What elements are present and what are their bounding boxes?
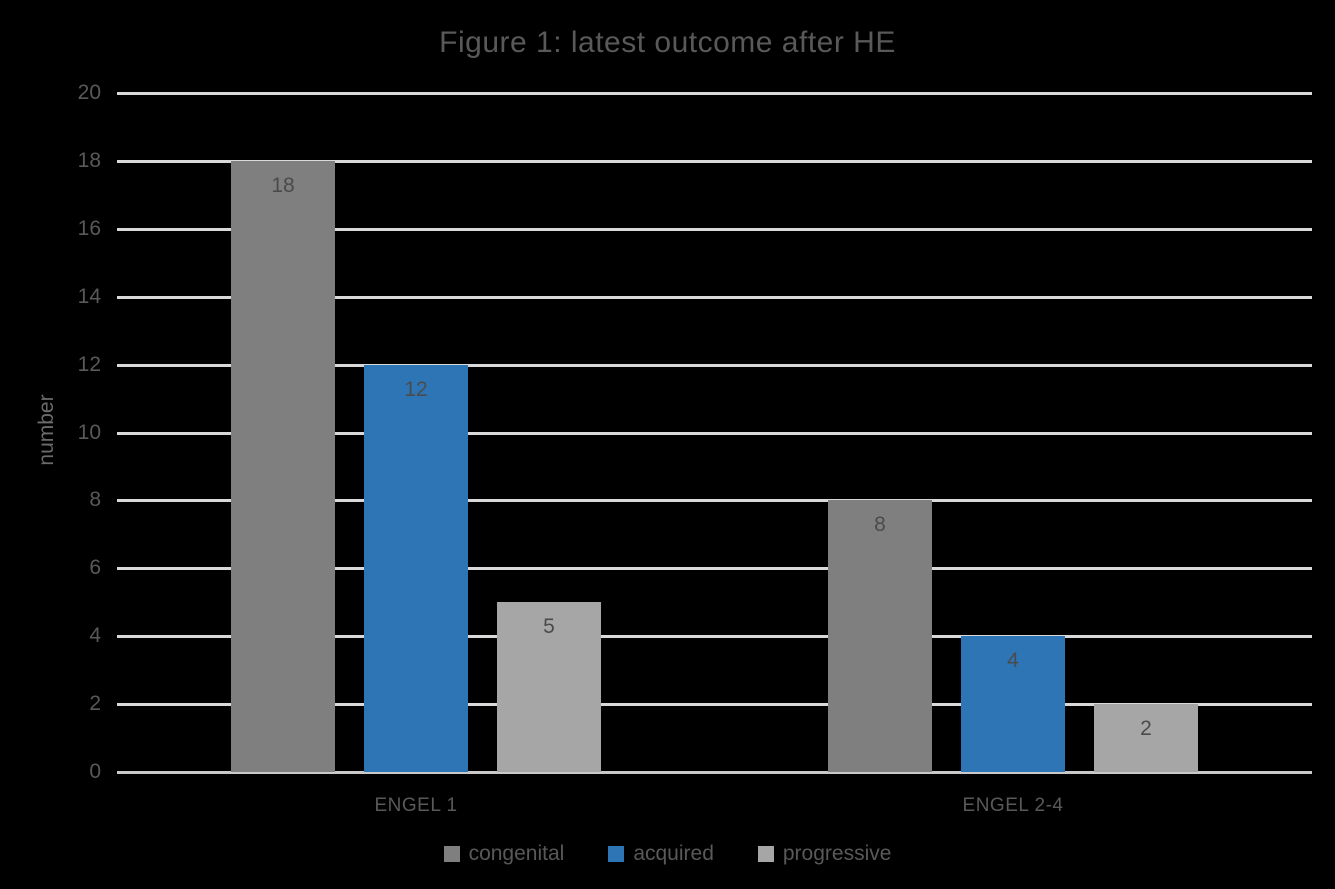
- legend-swatch-icon-congenital: [443, 846, 460, 862]
- gridline-y-12: [117, 364, 1312, 367]
- bar-value-label-congenital-engel-1: 18: [271, 174, 295, 197]
- y-tick-label-6: 6: [89, 556, 101, 579]
- legend-item-progressive: progressive: [757, 842, 892, 866]
- bar-acquired-engel-2-4: [961, 636, 1065, 772]
- y-tick-label-2: 2: [89, 692, 101, 715]
- legend-swatch-icon-acquired: [608, 846, 625, 862]
- gridline-y-6: [117, 567, 1312, 570]
- legend-item-acquired: acquired: [608, 842, 714, 866]
- y-tick-label-4: 4: [89, 624, 101, 647]
- gridline-y-2: [117, 703, 1312, 706]
- gridline-y-20: [117, 92, 1312, 95]
- bar-progressive-engel-1: [497, 602, 601, 772]
- bar-progressive-engel-2-4: [1094, 704, 1198, 772]
- bar-value-label-progressive-engel-1: 5: [543, 615, 555, 638]
- legend-label-progressive: progressive: [782, 842, 892, 865]
- x-category-label-engel-2-4: ENGEL 2-4: [962, 795, 1064, 816]
- y-tick-label-10: 10: [77, 421, 101, 444]
- bar-value-label-progressive-engel-2-4: 2: [1140, 717, 1152, 740]
- bar-value-label-congenital-engel-2-4: 8: [874, 513, 886, 536]
- legend-swatch-icon-progressive: [757, 846, 774, 862]
- gridline-y-16: [117, 228, 1312, 231]
- bar-congenital-engel-1: [231, 161, 335, 772]
- gridline-y-8: [117, 499, 1312, 502]
- gridline-y-10: [117, 432, 1312, 435]
- gridline-y-14: [117, 296, 1312, 299]
- x-category-label-engel-1: ENGEL 1: [374, 795, 458, 816]
- y-tick-label-20: 20: [77, 81, 101, 104]
- chart-legend: congenital acquired progressive: [0, 842, 1335, 866]
- x-axis-line: [117, 771, 1312, 774]
- legend-label-acquired: acquired: [633, 842, 714, 865]
- bar-value-label-acquired-engel-2-4: 4: [1007, 649, 1019, 672]
- bar-value-label-acquired-engel-1: 12: [404, 378, 428, 401]
- legend-label-congenital: congenital: [468, 842, 565, 865]
- y-tick-label-16: 16: [77, 217, 101, 240]
- y-tick-label-8: 8: [89, 488, 101, 511]
- y-tick-label-18: 18: [77, 149, 101, 172]
- gridline-y-4: [117, 635, 1312, 638]
- bar-acquired-engel-1: [364, 365, 468, 772]
- gridline-y-18: [117, 160, 1312, 163]
- bar-congenital-engel-2-4: [828, 500, 932, 772]
- y-tick-label-12: 12: [77, 353, 101, 376]
- y-tick-label-0: 0: [89, 760, 101, 783]
- chart-title: Figure 1: latest outcome after HE: [439, 26, 896, 59]
- legend-item-congenital: congenital: [443, 842, 565, 866]
- y-tick-label-14: 14: [77, 285, 101, 308]
